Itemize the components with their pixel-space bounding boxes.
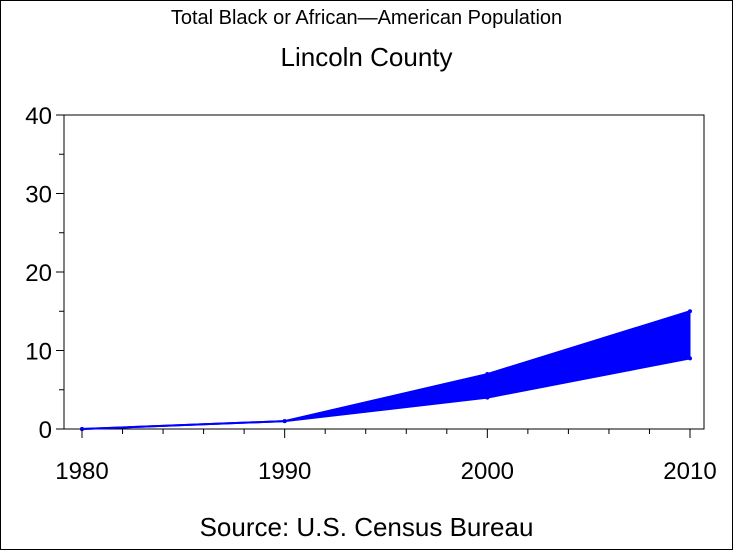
chart-subtitle: Lincoln County bbox=[280, 42, 453, 72]
y-tick-label: 20 bbox=[25, 260, 52, 287]
data-point bbox=[485, 372, 490, 377]
plot-frame bbox=[63, 114, 705, 430]
series-line-1 bbox=[81, 357, 691, 430]
range-band bbox=[81, 310, 691, 430]
x-tick-label: 1990 bbox=[258, 458, 311, 485]
x-tick-label: 2010 bbox=[663, 458, 716, 485]
y-tick-label: 40 bbox=[25, 103, 52, 130]
x-tick-label: 1980 bbox=[55, 458, 108, 485]
source-caption: Source: U.S. Census Bureau bbox=[199, 512, 534, 542]
y-tick-label: 0 bbox=[39, 417, 52, 444]
data-point bbox=[282, 419, 287, 424]
data-point bbox=[688, 356, 692, 361]
x-tick-label: 2000 bbox=[461, 458, 514, 485]
y-tick-label: 10 bbox=[25, 339, 52, 366]
chart-title: Total Black or African—American Populati… bbox=[170, 7, 563, 29]
y-tick-label: 30 bbox=[25, 182, 52, 209]
data-point bbox=[485, 395, 490, 400]
data-point bbox=[688, 309, 692, 314]
